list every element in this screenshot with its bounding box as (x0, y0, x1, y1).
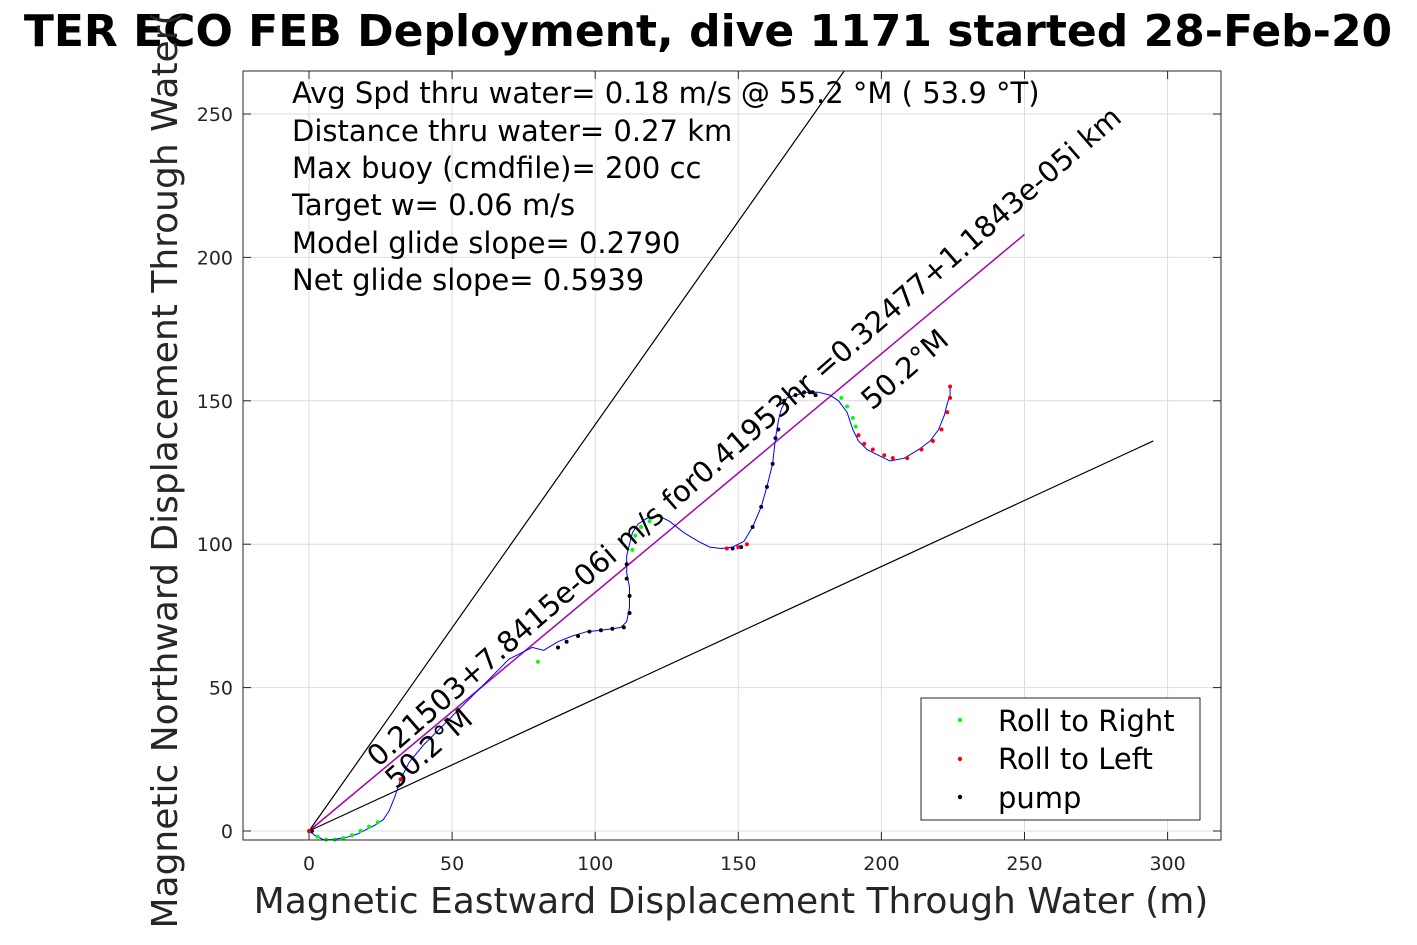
info-box: Avg Spd thru water= 0.18 m/s @ 55.2 °M (… (291, 76, 1040, 297)
roll_left-marker (948, 395, 953, 400)
x-tick-label: 0 (303, 853, 315, 875)
y-axis-label: Magnetic Northward Displacement Through … (145, 11, 186, 928)
x-tick-label: 300 (1149, 853, 1185, 875)
lower-bound-line (308, 440, 1154, 832)
legend-box (920, 697, 1201, 821)
pump-marker (764, 484, 769, 489)
axis-ticks: 0 50 100 150 200 250 300 0 50 100 150 200 250 (197, 71, 1221, 875)
legend: Roll to Right Roll to Left pump (920, 697, 1201, 821)
plot-frame (242, 70, 1222, 841)
roll_left-marker (919, 447, 924, 452)
roll_right-marker (850, 416, 855, 421)
pump-marker (776, 427, 781, 432)
info-net-glide-slope: Net glide slope= 0.5939 (292, 263, 644, 297)
pump-marker (610, 626, 615, 631)
roll_left-marker (890, 456, 895, 461)
legend-label-roll-right: Roll to Right (998, 704, 1175, 738)
pump-marker (627, 611, 632, 616)
legend-label-pump: pump (998, 781, 1081, 815)
y-tick-label: 100 (197, 534, 233, 556)
roll_right-marker (647, 519, 652, 524)
pump-marker (750, 524, 755, 529)
legend-label-roll-left: Roll to Left (998, 742, 1153, 776)
upper-bound-line (308, 70, 845, 832)
roll_right-marker (315, 834, 320, 839)
roll_right-marker (633, 533, 638, 538)
legend-marker-roll-left (957, 756, 963, 762)
grid (243, 71, 1221, 840)
roll_left-marker (870, 447, 875, 452)
legend-marker-roll-right (957, 717, 963, 723)
y-tick-label: 150 (197, 391, 233, 413)
pump-marker (759, 504, 764, 509)
roll_right-marker (349, 833, 354, 838)
x-tick-label: 50 (440, 853, 464, 875)
pump-marker (730, 546, 735, 551)
roll_right-marker (341, 836, 346, 841)
pump-marker (813, 393, 818, 398)
pump-marker (773, 436, 778, 441)
roll_left-marker (930, 438, 935, 443)
pump-marker (793, 393, 798, 398)
y-tick-label: 50 (209, 678, 233, 700)
roll_right-marker (358, 829, 363, 833)
pump-marker (621, 625, 626, 630)
pump-marker (627, 593, 632, 598)
roll_right-marker (845, 404, 850, 409)
pump-marker (624, 576, 629, 581)
roll_left-marker (948, 384, 953, 389)
info-avg-speed: Avg Spd thru water= 0.18 m/s @ 55.2 °M (… (292, 76, 1040, 110)
pump-marker (587, 629, 592, 634)
info-max-buoy: Max buoy (cmdfile)= 200 cc (292, 151, 701, 185)
pump-marker (770, 461, 775, 466)
pump-marker (810, 390, 815, 395)
pump-marker (807, 390, 812, 395)
roll_left-marker (856, 433, 861, 438)
y-tick-label: 250 (197, 104, 233, 126)
roll_left-marker (882, 453, 887, 458)
roll_left-marker (939, 427, 944, 432)
roll_right-marker (535, 659, 540, 664)
pump-marker (624, 562, 629, 567)
legend-marker-pump (957, 794, 963, 800)
x-axis-label: Magnetic Eastward Displacement Through W… (254, 881, 1209, 922)
roll_right-marker (839, 395, 844, 400)
sample-markers (307, 384, 953, 842)
info-model-glide-slope: Model glide slope= 0.2790 (292, 226, 680, 260)
heading-line (308, 233, 1025, 832)
roll_right-marker (853, 424, 858, 429)
pump-marker (598, 628, 603, 633)
roll_left-marker (905, 456, 910, 461)
pump-marker (309, 829, 314, 833)
y-tick-label: 0 (221, 821, 233, 843)
pump-marker (802, 390, 807, 395)
x-tick-label: 200 (863, 853, 899, 875)
roll_left-marker (945, 410, 950, 415)
roll_right-marker (367, 824, 372, 829)
info-target-w: Target w= 0.06 m/s (291, 188, 575, 222)
roll_right-marker (656, 513, 661, 518)
chart-title: TER ECO FEB Deployment, dive 1171 starte… (24, 6, 1392, 57)
pump-marker (576, 633, 581, 638)
pump-marker (739, 545, 744, 550)
roll_left-marker (398, 777, 403, 782)
y-tick-label: 200 (197, 247, 233, 269)
roll_left-marker (862, 441, 867, 446)
roll_left-marker (744, 542, 749, 547)
roll_left-marker (736, 545, 741, 550)
pump-marker (555, 645, 560, 650)
roll_right-marker (638, 524, 643, 529)
x-tick-label: 150 (720, 853, 756, 875)
pump-marker (782, 398, 787, 403)
roll_right-marker (375, 820, 380, 825)
pump-marker (564, 639, 569, 644)
roll_right-marker (630, 547, 635, 552)
roll_left-marker (307, 829, 311, 833)
x-tick-label: 100 (577, 853, 613, 875)
x-tick-label: 250 (1006, 853, 1042, 875)
guide-lines (308, 70, 1154, 832)
info-distance: Distance thru water= 0.27 km (292, 114, 732, 148)
roll_left-marker (724, 546, 729, 551)
